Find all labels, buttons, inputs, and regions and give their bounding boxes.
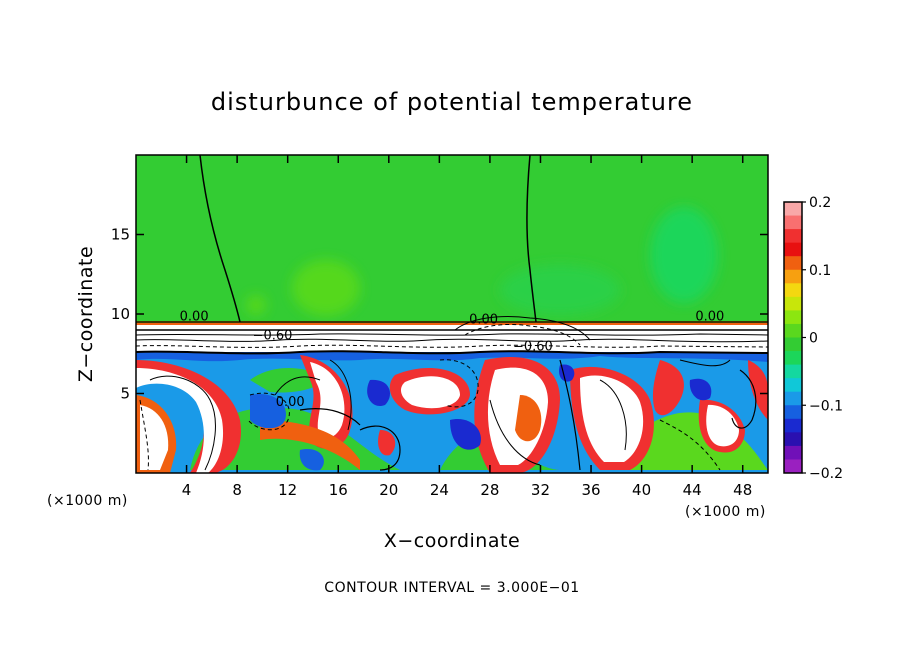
colorbar-tick-label: −0.1 [809,398,843,414]
colorbar-swatch [784,310,802,325]
colorbar-swatch [784,418,802,433]
colorbar-swatch [784,256,802,271]
contour-labels: 0.00 −0.60 0.00 −0.60 0.00 0.00 [180,309,725,410]
colorbar-swatch [784,378,802,393]
colorbar-swatch [784,391,802,406]
warm-anomaly-patch [292,260,360,316]
cold-cores [250,364,712,471]
colorbar-swatch [784,364,802,379]
chart-title: disturbunce of potential temperature [211,88,693,116]
x-tick-label: 36 [581,481,600,499]
colorbar-swatch [784,229,802,244]
colorbar-swatch [784,323,802,338]
x-unit-label-left: (×1000 m) [47,493,128,509]
colorbar-swatch [784,202,802,217]
boundary-layer-wave [136,352,768,362]
x-tick-label: 40 [632,481,651,499]
x-tick-label: 28 [480,481,499,499]
warm-plumes [136,355,768,473]
colorbar-swatch [784,445,802,460]
y-axis-label: Z−coordinate [75,246,97,382]
colorbar-tick-label: 0 [809,331,818,347]
inversion-band [136,323,768,325]
x-tick-label: 4 [182,481,192,499]
colorbar-swatch [784,432,802,447]
x-tick-label: 8 [232,481,242,499]
y-tick-label: 10 [111,305,130,323]
colorbar-tick-label: 0.2 [809,195,831,211]
colorbar-tick-label: 0.1 [809,263,831,279]
x-tick-label: 48 [733,481,752,499]
neutral-region [250,368,322,393]
contour-label: 0.00 [276,395,305,410]
colorbar-tick-label: −0.2 [809,466,843,482]
cool-anomaly-patch [500,265,620,315]
contour-label: −0.60 [253,328,293,343]
x-tick-label: 32 [531,481,550,499]
contour-label: −0.60 [513,340,553,355]
x-tick-label: 16 [329,481,348,499]
contour-label: 0.00 [469,313,498,328]
y-tick-label: 5 [120,385,130,403]
warm-anomaly-patch [246,295,266,315]
colorbar-swatch [784,351,802,366]
colorbar-swatch [784,242,802,257]
plot-area: 0.00 −0.60 0.00 −0.60 0.00 0.00 [136,155,768,473]
cool-anomaly-patch [650,207,718,303]
x-unit-label-right: (×1000 m) [685,504,766,520]
colorbar-swatch [784,459,802,474]
colorbar-swatch [784,215,802,230]
x-tick-label: 20 [379,481,398,499]
contour-interval-text: CONTOUR INTERVAL = 3.000E−01 [324,580,579,596]
contour-lines [136,155,768,471]
colorbar-swatch [784,296,802,311]
x-tick-label: 12 [278,481,297,499]
x-tick-label: 44 [683,481,702,499]
x-axis-label: X−coordinate [384,530,520,552]
contour-label: 0.00 [180,309,209,324]
y-tick-label: 15 [111,226,130,244]
colorbar-swatch [784,283,802,298]
colorbar-swatch [784,269,802,284]
contour-label: 0.00 [695,309,724,324]
colorbar: 0.2 0.1 0 −0.1 −0.2 [783,195,843,482]
x-tick-label: 24 [430,481,449,499]
colorbar-swatch [784,405,802,420]
colorbar-swatch [784,337,802,352]
